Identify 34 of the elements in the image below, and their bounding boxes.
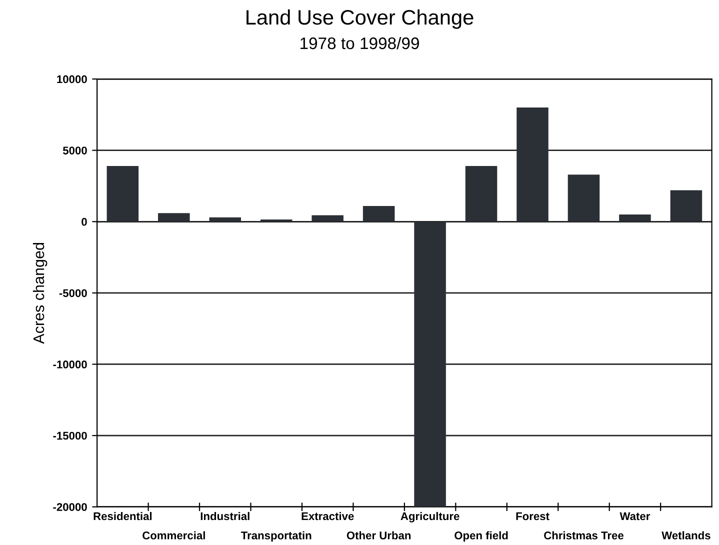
x-tick-label: Other Urban (346, 531, 411, 540)
y-tick-label: -5000 (59, 289, 87, 298)
bar (106, 166, 139, 222)
bar (158, 213, 190, 222)
x-tick-label: Agriculture (400, 512, 460, 522)
bar (465, 166, 498, 222)
y-axis-title: Acres changed (32, 242, 48, 344)
chart-subtitle: 1978 to 1998/99 (300, 36, 419, 50)
y-tick-label: -20000 (53, 503, 87, 511)
x-tick-label: Christmas Tree (544, 531, 624, 540)
x-tick-label: Industrial (200, 512, 250, 520)
chart-title: Land Use Cover Change (246, 9, 474, 29)
bar (362, 206, 395, 222)
y-tick-label: 0 (82, 218, 87, 226)
bar (670, 190, 702, 222)
x-tick-label: Residential (94, 512, 152, 520)
bar (619, 214, 651, 222)
x-tick-label: Commercial (142, 531, 205, 540)
x-tick-label: Open field (454, 531, 508, 542)
y-tick-label: 5000 (62, 146, 87, 154)
bar (209, 217, 242, 222)
bar (414, 222, 446, 507)
bar (312, 215, 344, 222)
x-tick-label: Extractive (302, 512, 354, 520)
bar (260, 219, 292, 222)
x-tick-label: Water (620, 512, 650, 520)
x-tick-label: Wetlands (662, 531, 710, 540)
x-tick-label: Forest (516, 512, 550, 520)
y-tick-label: 10000 (57, 75, 87, 84)
bar (568, 174, 600, 222)
x-tick-label: Transportatin (240, 531, 312, 542)
y-tick-label: -10000 (53, 360, 87, 368)
y-tick-label: -15000 (53, 432, 87, 440)
bar (516, 108, 548, 222)
